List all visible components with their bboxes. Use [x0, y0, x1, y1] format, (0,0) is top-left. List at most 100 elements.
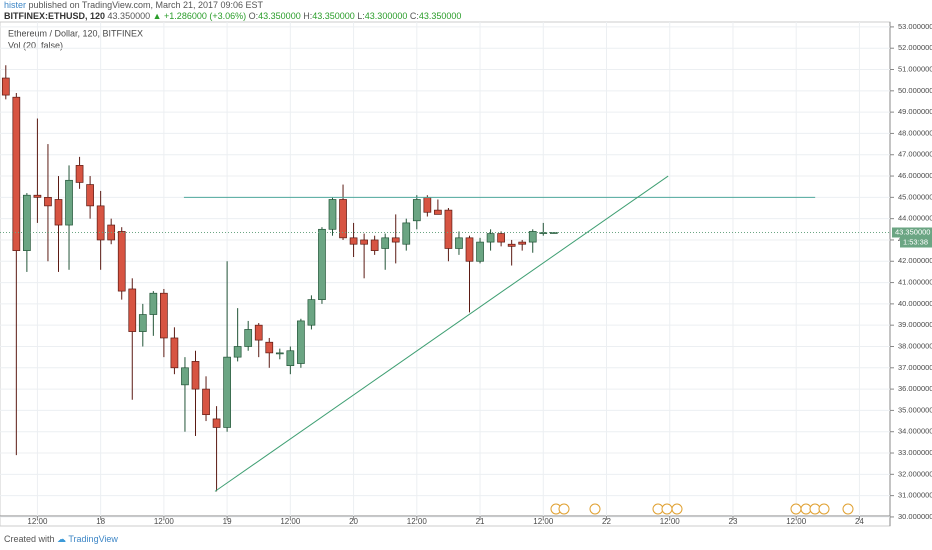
x-tick-label: 20: [349, 517, 358, 526]
candle-body: [181, 367, 189, 386]
x-tick-label: 12:00: [154, 517, 175, 526]
ohlc-label: L:: [357, 11, 365, 21]
x-tick-label: 12:00: [27, 517, 48, 526]
y-tick-label: 51.000000: [898, 64, 932, 73]
y-tick-label: 31.000000: [898, 491, 932, 500]
candle-body: [138, 314, 147, 332]
published: published on TradingView.com, March 21, …: [28, 0, 264, 10]
candle-body: [476, 241, 484, 262]
x-tick-label: 12:00: [280, 517, 301, 526]
event-flag: [589, 503, 601, 515]
y-tick-label: 41.000000: [898, 278, 932, 287]
candle-body: [149, 292, 158, 315]
candle-body: [65, 179, 73, 226]
y-tick-label: 32.000000: [898, 469, 932, 478]
chart: Ethereum / Dollar, 120, BITFINEX Vol (20…: [0, 21, 932, 527]
candle-body: [307, 299, 316, 326]
candle-body: [297, 320, 305, 364]
brand[interactable]: TradingView: [68, 534, 118, 544]
candle-body: [96, 205, 105, 241]
y-tick-label: 33.000000: [898, 448, 932, 457]
candle-body: [465, 237, 474, 262]
x-tick-label: 12:00: [786, 517, 807, 526]
event-flag: [842, 503, 854, 515]
candle-body: [233, 346, 242, 358]
candle-body: [497, 233, 505, 243]
y-tick-label: 52.000000: [898, 43, 932, 52]
event-flag: [661, 503, 673, 515]
price-tag-bg: [892, 227, 932, 238]
header: hister published on TradingView.com, Mar…: [4, 0, 461, 22]
ohlc-c: C:43.350000: [410, 11, 462, 21]
x-tick-label: 24: [855, 517, 864, 526]
candle-body: [12, 96, 21, 251]
x-tick-label: 22: [602, 517, 611, 526]
footer: Created with ☁ TradingView: [4, 534, 118, 544]
ohlc-value: 43.350000: [258, 11, 301, 21]
candle-body: [391, 237, 400, 243]
ohlc-l: L:43.300000: [357, 11, 407, 21]
y-tick-label: 30.000000: [898, 512, 932, 521]
candle-body: [223, 356, 231, 428]
candle-body: [349, 237, 358, 245]
candle-body: [286, 350, 295, 367]
candle-body: [381, 237, 390, 249]
candle-body: [275, 352, 284, 355]
ohlc-o: O:43.350000: [249, 11, 301, 21]
publish-line: hister published on TradingView.com, Mar…: [4, 0, 461, 11]
author[interactable]: hister: [4, 0, 27, 10]
candle-body: [423, 196, 432, 213]
drawing-line: [214, 175, 669, 492]
countdown: 1:53:38: [903, 237, 928, 246]
x-tick-label: 12:00: [533, 517, 554, 526]
y-tick-label: 34.000000: [898, 427, 932, 436]
event-flag: [818, 503, 830, 515]
change: +1.286000 (+3.06%): [164, 11, 247, 21]
candle-body: [54, 199, 63, 226]
plot-frame: [0, 21, 891, 527]
candle-body: [265, 341, 274, 354]
candle-body: [434, 209, 442, 215]
symbol-line: BITFINEX:ETHUSD, 120 43.350000 ▲ +1.2860…: [4, 11, 461, 22]
y-tick-label: 48.000000: [898, 128, 932, 137]
event-flag: [671, 503, 683, 515]
x-tick-label: 21: [476, 517, 485, 526]
candle-body: [360, 239, 368, 245]
ohlc-value: 43.350000: [312, 11, 355, 21]
created: Created with: [4, 534, 55, 544]
candle-body: [254, 324, 263, 341]
ohlc-value: 43.300000: [364, 11, 408, 21]
y-tick-label: 50.000000: [898, 86, 932, 95]
ohlc-label: O:: [248, 11, 259, 21]
candle-body: [33, 194, 42, 198]
y-tick-label: 42.000000: [898, 256, 932, 265]
candle-body: [128, 288, 137, 332]
candle-body: [86, 184, 94, 207]
candle-body: [328, 199, 337, 230]
countdown-bg: [900, 237, 932, 248]
ohlc-label: H:: [303, 11, 313, 21]
y-tick-label: 49.000000: [898, 107, 932, 116]
candle-body: [1, 77, 10, 96]
x-tick-label: 19: [223, 517, 232, 526]
grid: [0, 22, 890, 518]
candle-body: [318, 228, 326, 300]
x-tick-label: 18: [96, 517, 105, 526]
candle-body: [170, 337, 179, 369]
candle-body: [528, 231, 537, 243]
y-tick-label: 36.000000: [898, 384, 932, 393]
candle-body: [412, 199, 421, 222]
y-tick-label: 37.000000: [898, 363, 932, 372]
x-tick-label: 23: [729, 517, 738, 526]
symbol: BITFINEX:ETHUSD, 120: [4, 11, 106, 21]
candle-body: [191, 361, 200, 390]
candle-body: [402, 222, 411, 245]
ohlc-h: H:43.350000: [303, 11, 355, 21]
indicator-label: Vol (20, false): [8, 40, 63, 50]
y-tick-label: 46.000000: [898, 171, 932, 180]
price-tag: 43.350000: [895, 227, 930, 236]
candle-body: [518, 241, 527, 245]
ohlc-label: C:: [409, 11, 419, 21]
candle-body: [23, 194, 31, 251]
